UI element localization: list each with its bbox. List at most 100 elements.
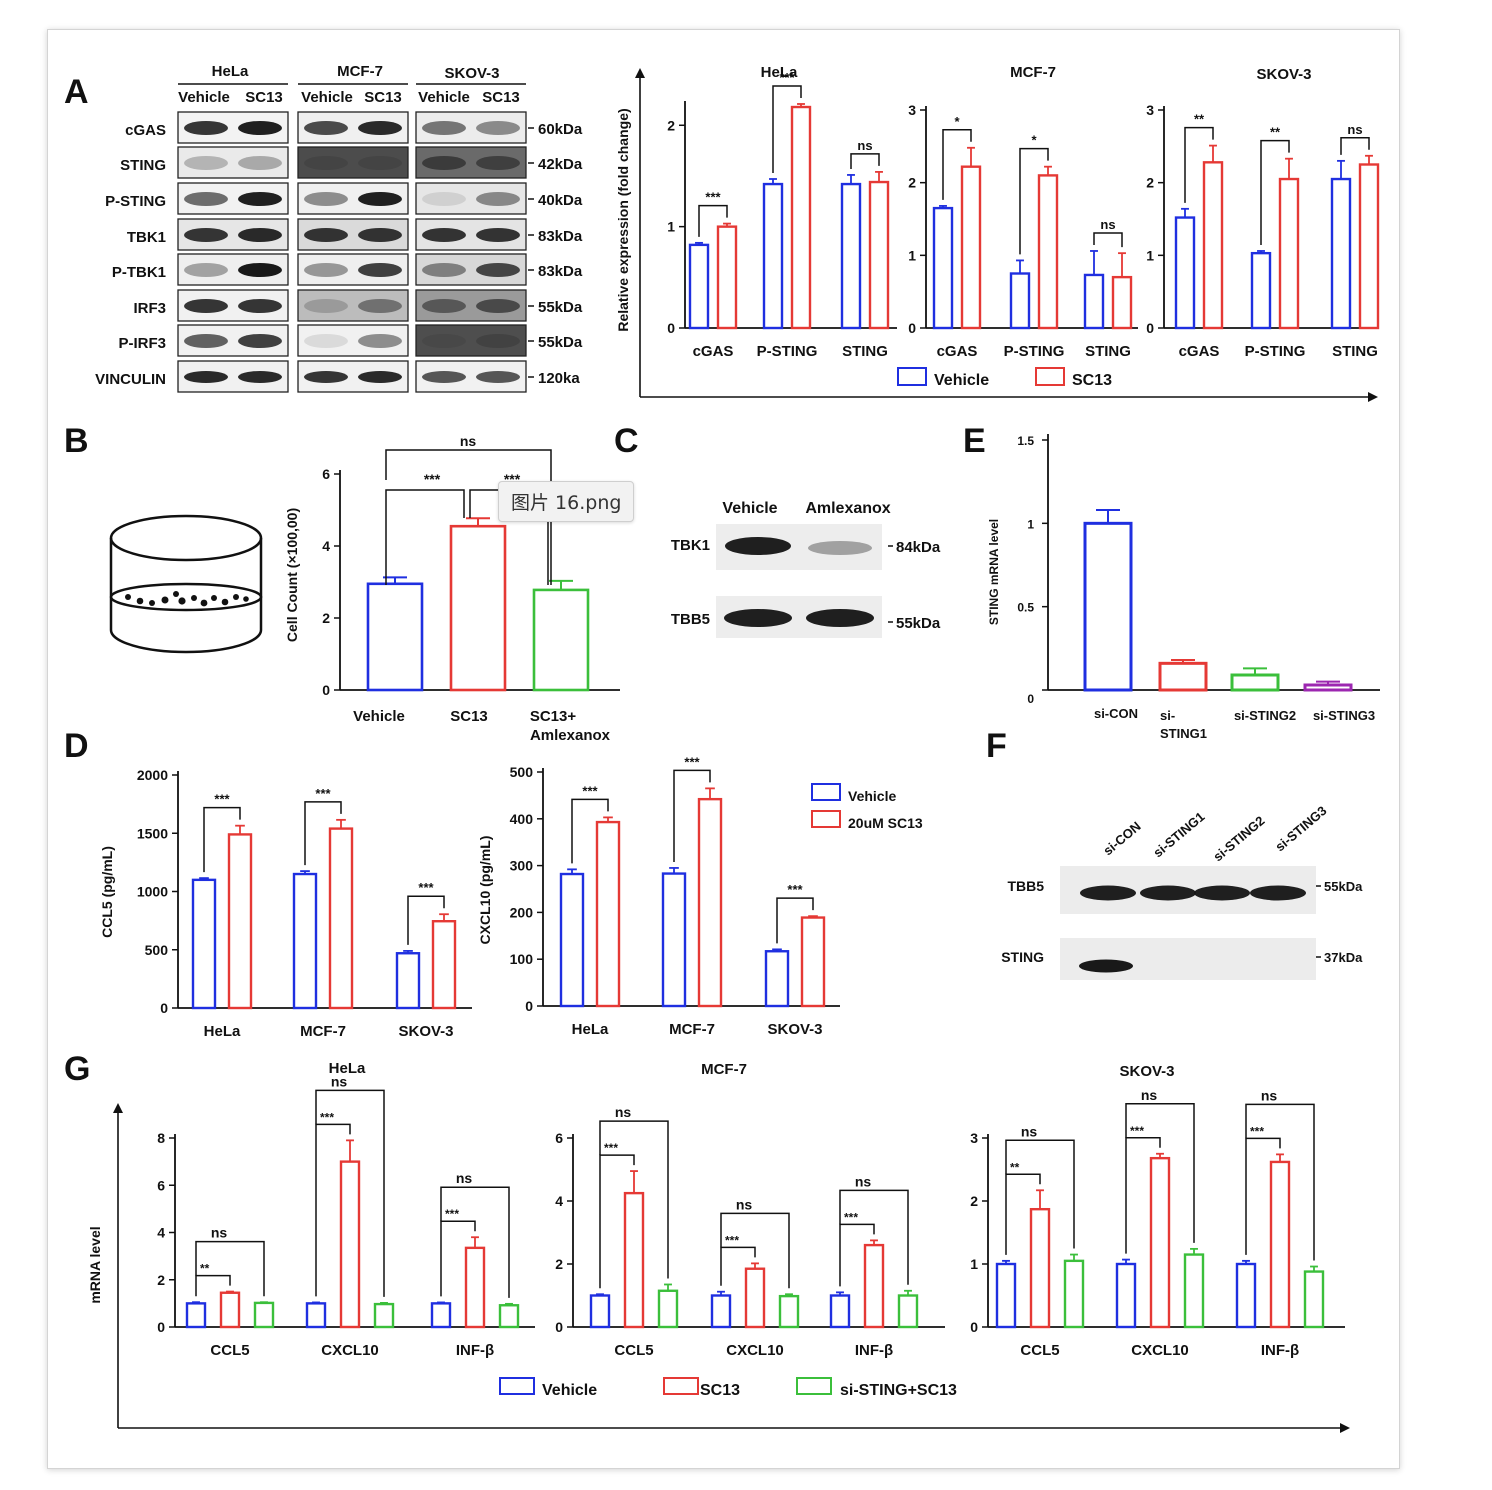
y-tick-label: 1.5	[1017, 434, 1034, 448]
x-tick-label: STING	[842, 343, 888, 360]
significance-bracket	[304, 801, 342, 866]
bar	[1009, 272, 1031, 330]
significance-bracket	[315, 1123, 351, 1297]
bar	[595, 820, 621, 1008]
bar	[1158, 661, 1208, 692]
x-tick-label: CCL5	[1020, 1342, 1059, 1359]
y-tick-label: 1	[1146, 247, 1154, 263]
panel-a-western-blot: cGAS 60kDa STING 42kDa P-STING 40kDa TBK1 83kDa…	[95, 111, 583, 393]
blot-band	[476, 334, 520, 348]
blot-box	[415, 182, 527, 215]
bar	[1235, 1262, 1257, 1329]
significance-bracket	[776, 897, 814, 944]
blot-band	[422, 228, 466, 242]
blot-lane-label: si-STING3	[1272, 803, 1329, 854]
blot-band	[476, 371, 520, 383]
y-tick-label: 0	[322, 682, 330, 698]
x-tick-label: INF-β	[456, 1342, 494, 1359]
y-tick-label: 1	[970, 1256, 978, 1272]
y-tick-label: 0	[908, 320, 916, 336]
panel-letter-a: A	[64, 73, 89, 111]
x-tick-label: SKOV-3	[398, 1023, 453, 1040]
blot-condition-label: Vehicle	[301, 89, 353, 106]
chart-title: SKOV-3	[1256, 66, 1311, 83]
bar	[897, 1294, 919, 1329]
blot-condition-label: Vehicle	[722, 500, 777, 517]
panel-b-ylabel: Cell Count (×100,00)	[284, 508, 300, 642]
significance-label: ***	[418, 880, 434, 895]
blot-condition-label: SC13	[364, 89, 402, 106]
blot-band	[358, 121, 402, 135]
chart-title: HeLa	[761, 64, 798, 81]
blot-box	[297, 146, 409, 179]
bar	[697, 797, 723, 1008]
blot-band	[1079, 959, 1133, 973]
y-tick-label: 2	[1146, 175, 1154, 191]
chart-g-hela: 0 2 4 6 8 HeLa CCL5 ** ns CXCL10 *** ns INF-β *** ns	[157, 1060, 535, 1359]
bar	[778, 1294, 800, 1329]
significance-bracket	[772, 85, 802, 173]
panel-g-ylabel: mRNA level	[87, 1226, 103, 1303]
significance-bracket	[571, 798, 609, 864]
significance-label: ***	[1130, 1124, 1144, 1138]
blot-protein-label: VINCULIN	[95, 371, 166, 388]
x-tick-label: CXCL10	[726, 1342, 784, 1359]
image-filename-tooltip: 图片 16.png	[498, 481, 635, 522]
panel-a-ylabel: Relative expression (fold change)	[615, 108, 631, 331]
y-tick-label: 0	[157, 1319, 165, 1335]
bar	[829, 1294, 851, 1329]
blot-band	[184, 299, 228, 313]
significance-label: ***	[725, 1233, 739, 1247]
y-tick-label: 3	[970, 1130, 978, 1146]
panel-c-western-blot: Vehicle Amlexanox TBK1 TBB5 84kDa 55kDa	[671, 500, 941, 638]
blot-band	[724, 609, 792, 627]
y-tick-label: 2	[157, 1272, 165, 1288]
bar	[716, 225, 738, 330]
significance-label: ns	[1021, 1123, 1038, 1139]
blot-band	[238, 334, 282, 348]
blot-band	[358, 299, 402, 313]
legend-label-sting: si-STING+SC13	[840, 1382, 957, 1399]
legend-label-vehicle: Vehicle	[542, 1382, 597, 1399]
blot-size-label: 83kDa	[538, 263, 583, 280]
blot-band	[422, 371, 466, 383]
significance-label: ***	[424, 471, 441, 487]
significance-label: ns	[1347, 122, 1362, 137]
significance-label: ns	[211, 1225, 228, 1241]
significance-bracket	[1184, 126, 1214, 203]
blot-box	[177, 146, 289, 179]
blot-condition-label: SC13	[482, 89, 520, 106]
panel-g-chart-frame: mRNA level Vehicle SC13 si-STING+SC13	[87, 1103, 1350, 1433]
significance-bracket	[1019, 147, 1049, 255]
blot-size-label: 84kDa	[896, 539, 941, 556]
legend-label-sc13: 20uM SC13	[848, 815, 923, 831]
significance-bracket	[673, 769, 711, 862]
blot-protein-label: STING	[120, 157, 166, 174]
blot-band	[184, 371, 228, 383]
legend-swatch-vehicle	[499, 1377, 535, 1395]
blot-band	[304, 334, 348, 348]
blot-band	[184, 334, 228, 348]
legend-label-sc13: SC13	[700, 1382, 740, 1399]
legend-swatch-sc13	[663, 1377, 699, 1395]
blot-size-label: 40kDa	[538, 192, 583, 209]
x-tick-label: P-STING	[757, 343, 818, 360]
blot-size-label: 60kDa	[538, 121, 583, 138]
bar	[688, 243, 710, 330]
blot-band	[358, 371, 402, 383]
y-tick-label: 3	[1146, 102, 1154, 118]
bar	[1202, 161, 1224, 330]
y-tick-label: 200	[510, 904, 534, 920]
bar	[960, 165, 982, 330]
y-tick-label: 1	[667, 219, 675, 235]
blot-band	[476, 263, 520, 277]
significance-label: ns	[855, 1173, 872, 1189]
significance-bracket	[1245, 1137, 1281, 1255]
bar	[464, 1246, 486, 1329]
blot-size-label: 55kDa	[538, 299, 583, 316]
significance-label: ***	[214, 792, 230, 807]
bar	[430, 1302, 452, 1329]
bar	[1063, 1259, 1085, 1329]
bar	[373, 1302, 395, 1329]
significance-bracket	[315, 1089, 385, 1297]
